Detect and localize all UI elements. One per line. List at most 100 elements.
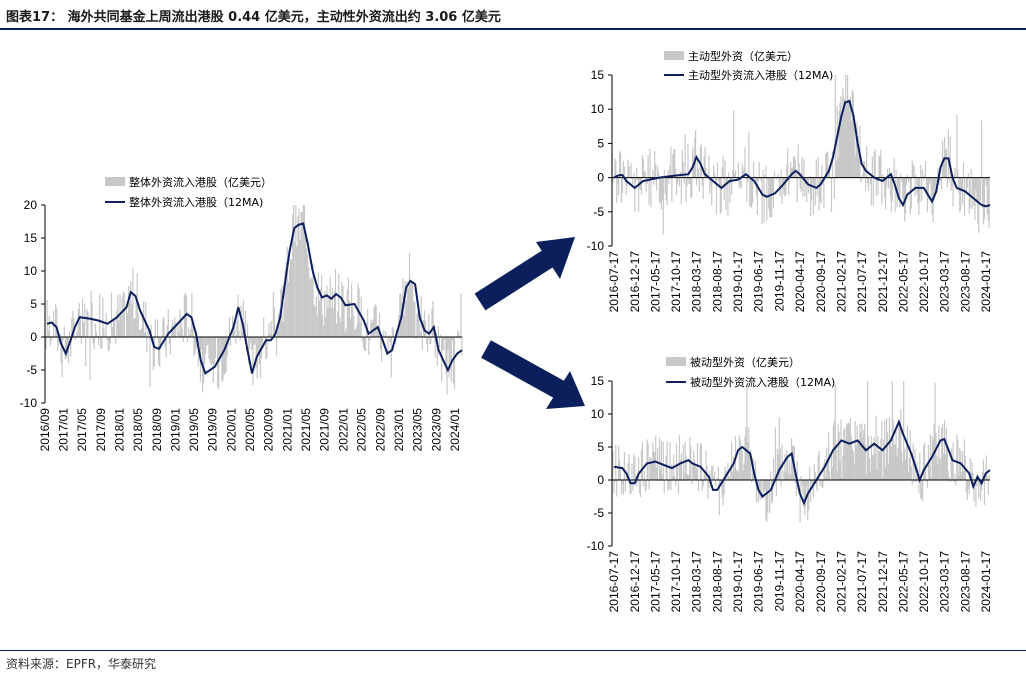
active-y-tick-label: 10 xyxy=(591,102,605,116)
passive-x-tick-label: 2024-01-17 xyxy=(979,551,993,613)
active-x-tick-label: 2019-06-17 xyxy=(752,251,766,313)
active-x-tick-label: 2021-12-17 xyxy=(876,251,890,313)
active-legend: 主动型外资（亿美元） 主动型外资流入港股（12MA) xyxy=(664,49,833,82)
overall-x-tick-label: 2021/01 xyxy=(280,408,294,452)
active-legend-bar-swatch xyxy=(664,51,684,60)
overall-x-tick-label: 2021/09 xyxy=(318,408,332,452)
overall-x-tick-label: 2022/01 xyxy=(336,408,350,452)
overall-y-tick-label: -5 xyxy=(26,363,37,377)
active-x-tick-label: 2018-08-17 xyxy=(710,251,724,313)
active-y-tick-label: 5 xyxy=(597,136,604,150)
overall-x-tick-label: 2023/05 xyxy=(411,408,425,452)
chart-active-inflow: -10 -5 0 5 10 15 2016-07-17 2016-12-17 2017-05-1… xyxy=(587,49,993,312)
passive-legend-line-label: 被动型外资流入港股（12MA) xyxy=(690,375,835,389)
overall-legend-bar-label: 整体外资流入港股（亿美元） xyxy=(129,175,272,189)
passive-x-tick-label: 2016-12-17 xyxy=(628,551,642,613)
active-x-tick-label: 2020-09-17 xyxy=(814,251,828,313)
active-x-tick-label: 2022-10-17 xyxy=(917,251,931,313)
overall-x-tick-label: 2019/01 xyxy=(168,408,182,452)
passive-x-tick-label: 2019-01-17 xyxy=(731,551,745,613)
passive-x-tick-label: 2018-03-17 xyxy=(690,551,704,613)
passive-axes: -10 -5 0 5 10 15 2016-07-17 2016-12-17 2017-05-1… xyxy=(587,374,993,612)
active-x-tick-label: 2018-03-17 xyxy=(690,251,704,313)
overall-x-tick-label: 2017/09 xyxy=(94,408,108,452)
active-legend-bar-label: 主动型外资（亿美元） xyxy=(688,49,798,63)
overall-y-tick-label: 5 xyxy=(30,297,37,311)
passive-legend-bar-label: 被动型外资（亿美元） xyxy=(690,355,800,369)
passive-legend: 被动型外资（亿美元） 被动型外资流入港股（12MA) xyxy=(666,355,835,389)
passive-bars xyxy=(611,381,990,523)
passive-y-tick-label: 5 xyxy=(597,440,604,454)
passive-y-tick-label: -5 xyxy=(593,506,604,520)
active-legend-line-label: 主动型外资流入港股（12MA) xyxy=(688,68,833,82)
passive-x-tick-label: 2021-12-17 xyxy=(876,551,890,613)
overall-legend-bar-swatch xyxy=(105,177,125,186)
overall-x-tick-label: 2023/09 xyxy=(429,408,443,452)
overall-y-tick-label: -10 xyxy=(20,396,38,410)
overall-x-tick-label: 2023/01 xyxy=(392,408,406,452)
active-x-tick-label: 2021-02-17 xyxy=(835,251,849,313)
overall-y-tick-label: 0 xyxy=(30,330,37,344)
active-x-tick-label: 2022-05-17 xyxy=(896,251,910,313)
overall-x-tick-label: 2024/01 xyxy=(448,408,462,452)
active-x-tick-label: 2023-08-17 xyxy=(958,251,972,313)
passive-y-tick-label: 15 xyxy=(591,374,605,388)
passive-x-tick-label: 2021-07-17 xyxy=(855,551,869,613)
overall-x-tick-label: 2016/09 xyxy=(38,408,52,452)
overall-x-tick-label: 2022/05 xyxy=(355,408,369,452)
active-x-tick-label: 2019-01-17 xyxy=(731,251,745,313)
overall-12ma-line xyxy=(46,222,463,375)
figure-title: 图表17： 海外共同基金上周流出港股 0.44 亿美元，主动性外资流出约 3.0… xyxy=(6,10,501,25)
overall-y-tick-label: 20 xyxy=(24,198,38,212)
active-x-tick-label: 2019-11-17 xyxy=(772,251,786,312)
passive-x-tick-label: 2023-03-17 xyxy=(938,551,952,613)
active-x-tick-label: 2021-07-17 xyxy=(855,251,869,313)
title-rule xyxy=(0,28,1026,30)
active-axes: -10 -5 0 5 10 15 2016-07-17 2016-12-17 2017-05-1… xyxy=(587,68,993,312)
overall-x-tick-label: 2017/05 xyxy=(75,408,89,452)
overall-legend-line-label: 整体外资流入港股（12MA) xyxy=(129,195,263,209)
passive-x-tick-label: 2019-06-17 xyxy=(752,551,766,613)
passive-x-tick-label: 2023-08-17 xyxy=(958,551,972,613)
arrow-up-right xyxy=(474,237,575,311)
active-x-tick-label: 2024-01-17 xyxy=(979,251,993,313)
overall-x-tick-label: 2018/09 xyxy=(150,408,164,452)
active-12ma-line xyxy=(613,99,991,208)
passive-x-tick-label: 2022-10-17 xyxy=(917,551,931,613)
passive-12ma-line xyxy=(613,419,991,506)
active-x-tick-label: 2020-04-17 xyxy=(793,251,807,313)
passive-y-tick-label: -10 xyxy=(587,539,605,553)
passive-x-tick-label: 2020-09-17 xyxy=(814,551,828,613)
passive-x-tick-label: 2020-04-17 xyxy=(793,551,807,613)
overall-y-tick-label: 15 xyxy=(24,231,38,245)
overall-x-tick-label: 2019/09 xyxy=(206,408,220,452)
passive-x-tick-label: 2018-08-17 xyxy=(710,551,724,613)
passive-y-tick-label: 0 xyxy=(597,473,604,487)
overall-legend: 整体外资流入港股（亿美元） 整体外资流入港股（12MA) xyxy=(105,175,272,209)
active-bars xyxy=(611,75,990,235)
source-note: 资料来源：EPFR，华泰研究 xyxy=(6,657,157,671)
overall-x-tick-label: 2019/05 xyxy=(187,408,201,452)
overall-x-tick-label: 2017/01 xyxy=(57,408,71,452)
overall-x-tick-label: 2018/05 xyxy=(131,408,145,452)
overall-x-tick-label: 2020/05 xyxy=(243,408,257,452)
overall-x-tick-label: 2018/01 xyxy=(113,408,127,452)
passive-x-tick-label: 2021-02-17 xyxy=(835,551,849,613)
active-x-tick-label: 2016-07-17 xyxy=(607,251,621,313)
passive-x-tick-label: 2019-11-17 xyxy=(772,551,786,612)
active-y-tick-label: -10 xyxy=(587,239,605,253)
active-x-tick-label: 2016-12-17 xyxy=(628,251,642,313)
passive-x-tick-label: 2017-10-17 xyxy=(669,551,683,613)
active-x-tick-label: 2017-05-17 xyxy=(648,251,662,313)
overall-x-tick-label: 2022/09 xyxy=(374,408,388,452)
overall-axes: -10 -5 0 5 10 15 20 2016/09 2017/01 2017/05 2017/0… xyxy=(20,198,462,451)
active-x-tick-label: 2017-10-17 xyxy=(669,251,683,313)
passive-x-tick-label: 2017-05-17 xyxy=(648,551,662,613)
passive-x-tick-label: 2016-07-17 xyxy=(607,551,621,613)
overall-y-tick-label: 10 xyxy=(24,264,38,278)
overall-x-tick-label: 2020/01 xyxy=(224,408,238,452)
active-y-tick-label: -5 xyxy=(593,205,604,219)
overall-bars xyxy=(44,205,463,395)
active-y-tick-label: 0 xyxy=(597,171,604,185)
